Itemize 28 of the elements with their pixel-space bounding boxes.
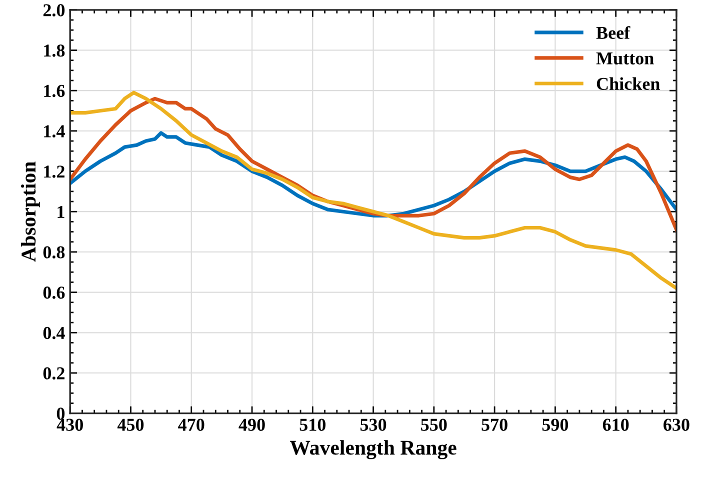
x-tick-label: 450 (117, 418, 144, 431)
y-tick-label: 0.8 (43, 246, 65, 258)
y-tick-label: 1.2 (44, 166, 64, 178)
x-tick-label: 570 (482, 418, 508, 431)
x-tick-label: 430 (56, 418, 83, 431)
legend-label: Chicken (596, 77, 660, 90)
y-tick-label: 0 (56, 408, 65, 420)
x-tick-label: 590 (542, 418, 568, 431)
x-tick-label: 530 (360, 418, 386, 431)
y-tick-label: 1.4 (44, 125, 65, 138)
legend-label: Beef (596, 26, 630, 39)
y-axis-title: Absorption (21, 162, 40, 262)
x-tick-label: 550 (421, 418, 447, 431)
x-tick-label: 490 (238, 418, 265, 431)
x-tick-label: 510 (300, 418, 326, 431)
legend-label: Mutton (596, 52, 654, 65)
y-tick-label: 2.0 (43, 4, 65, 16)
x-tick-label: 470 (178, 418, 204, 431)
x-tick-label: 610 (602, 418, 629, 431)
x-axis-title: Wavelength Range (290, 440, 456, 460)
y-tick-label: 1.6 (44, 84, 65, 98)
x-tick-label: 630 (664, 418, 690, 431)
y-tick-label: 0.4 (43, 326, 65, 340)
y-tick-label: 0.2 (43, 367, 64, 380)
y-tick-label: 1 (58, 206, 64, 218)
line-series (70, 90, 676, 290)
y-tick-label: 0.6 (43, 286, 65, 299)
y-tick-label: 1.8 (44, 44, 65, 57)
